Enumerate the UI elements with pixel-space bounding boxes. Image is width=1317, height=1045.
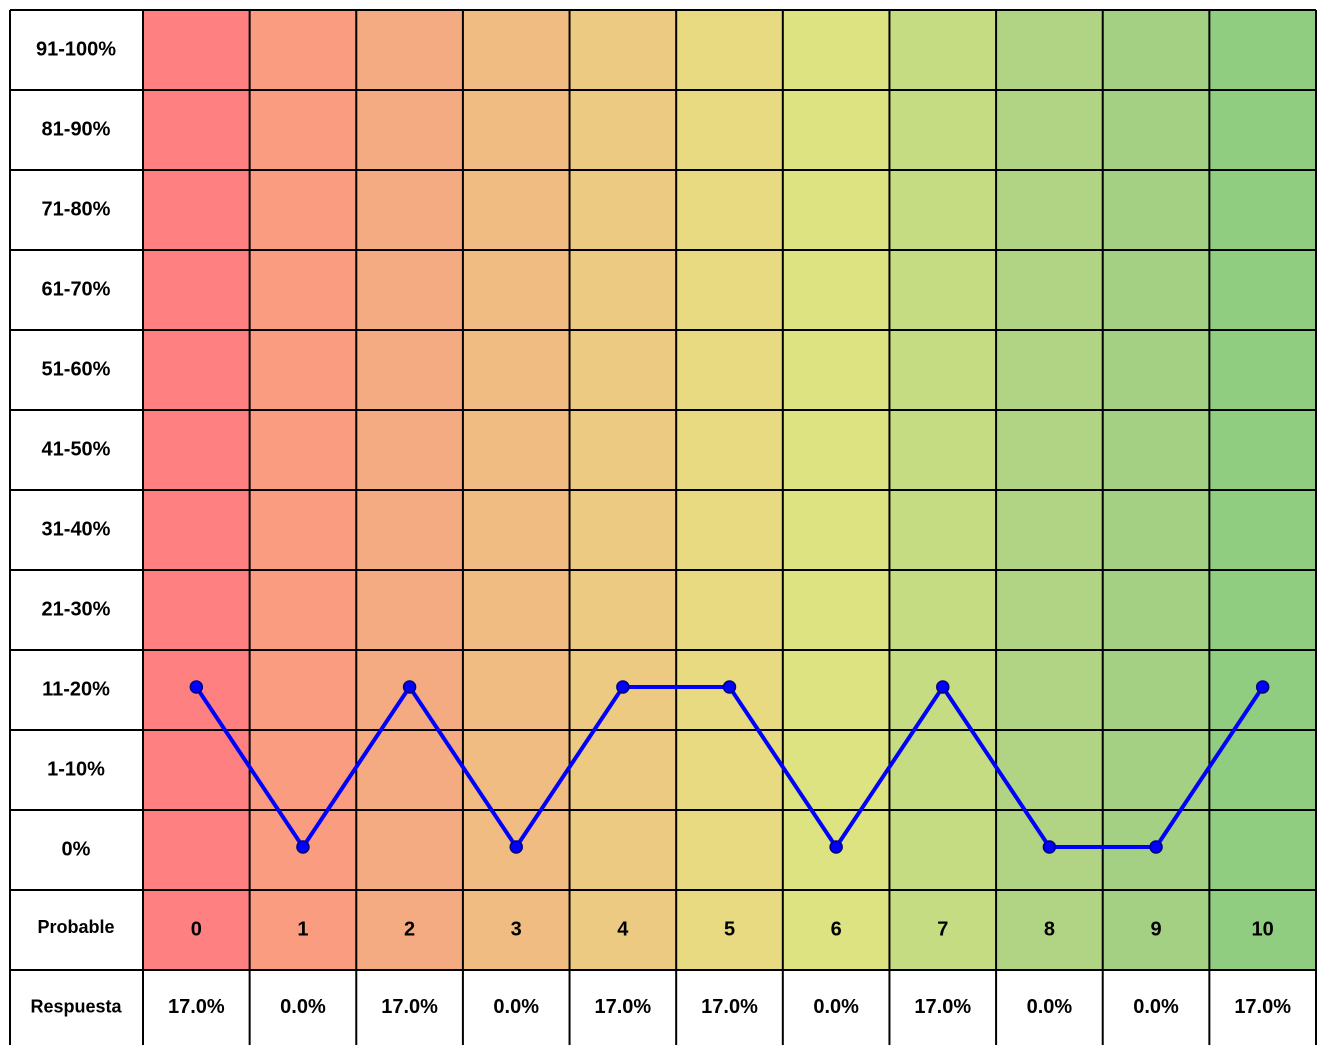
data-point — [509, 840, 523, 854]
value-label: 17.0% — [1234, 996, 1291, 1018]
y-band-label: 71-80% — [42, 198, 111, 220]
y-band-label: 1-10% — [47, 758, 105, 780]
y-band-label: 0% — [62, 838, 91, 860]
value-label: 0.0% — [1027, 996, 1073, 1018]
data-point — [1042, 840, 1057, 854]
value-label: 17.0% — [381, 996, 438, 1018]
value-label: 17.0% — [701, 996, 758, 1018]
y-band-label: 11-20% — [42, 678, 110, 700]
data-point — [616, 680, 630, 694]
row-label: Respuesta — [30, 996, 122, 1016]
category-label: 9 — [1150, 918, 1161, 940]
value-label: 17.0% — [595, 996, 652, 1018]
data-point — [829, 840, 843, 854]
category-label: 8 — [1044, 918, 1055, 940]
row-label: Probable — [37, 917, 114, 937]
data-point — [722, 680, 737, 694]
category-label: 1 — [297, 918, 308, 940]
value-label: 17.0% — [914, 996, 971, 1018]
category-label: 7 — [937, 918, 948, 940]
value-label: 0.0% — [1133, 996, 1179, 1018]
value-label: 0.0% — [280, 996, 326, 1018]
value-label: 0.0% — [813, 996, 859, 1018]
y-band-label: 31-40% — [42, 518, 111, 540]
data-point — [1255, 680, 1270, 694]
category-label: 6 — [831, 918, 842, 940]
y-band-label: 81-90% — [42, 118, 111, 140]
data-point — [1149, 840, 1163, 854]
data-point — [936, 680, 950, 694]
y-band-label: 61-70% — [42, 278, 111, 300]
category-label: 0 — [191, 918, 202, 940]
y-band-label: 91-100% — [36, 38, 116, 60]
value-label: 17.0% — [168, 996, 225, 1018]
value-label: 0.0% — [493, 996, 539, 1018]
data-point — [189, 680, 204, 694]
category-label: 3 — [511, 918, 522, 940]
y-band-label: 21-30% — [42, 598, 111, 620]
category-label: 5 — [724, 918, 735, 940]
category-label: 4 — [617, 918, 629, 940]
data-point — [296, 840, 310, 854]
category-label: 2 — [404, 918, 415, 940]
y-band-label: 41-50% — [42, 438, 111, 460]
y-band-label: 51-60% — [42, 358, 111, 380]
category-label: 10 — [1252, 918, 1274, 940]
data-point — [402, 680, 417, 694]
